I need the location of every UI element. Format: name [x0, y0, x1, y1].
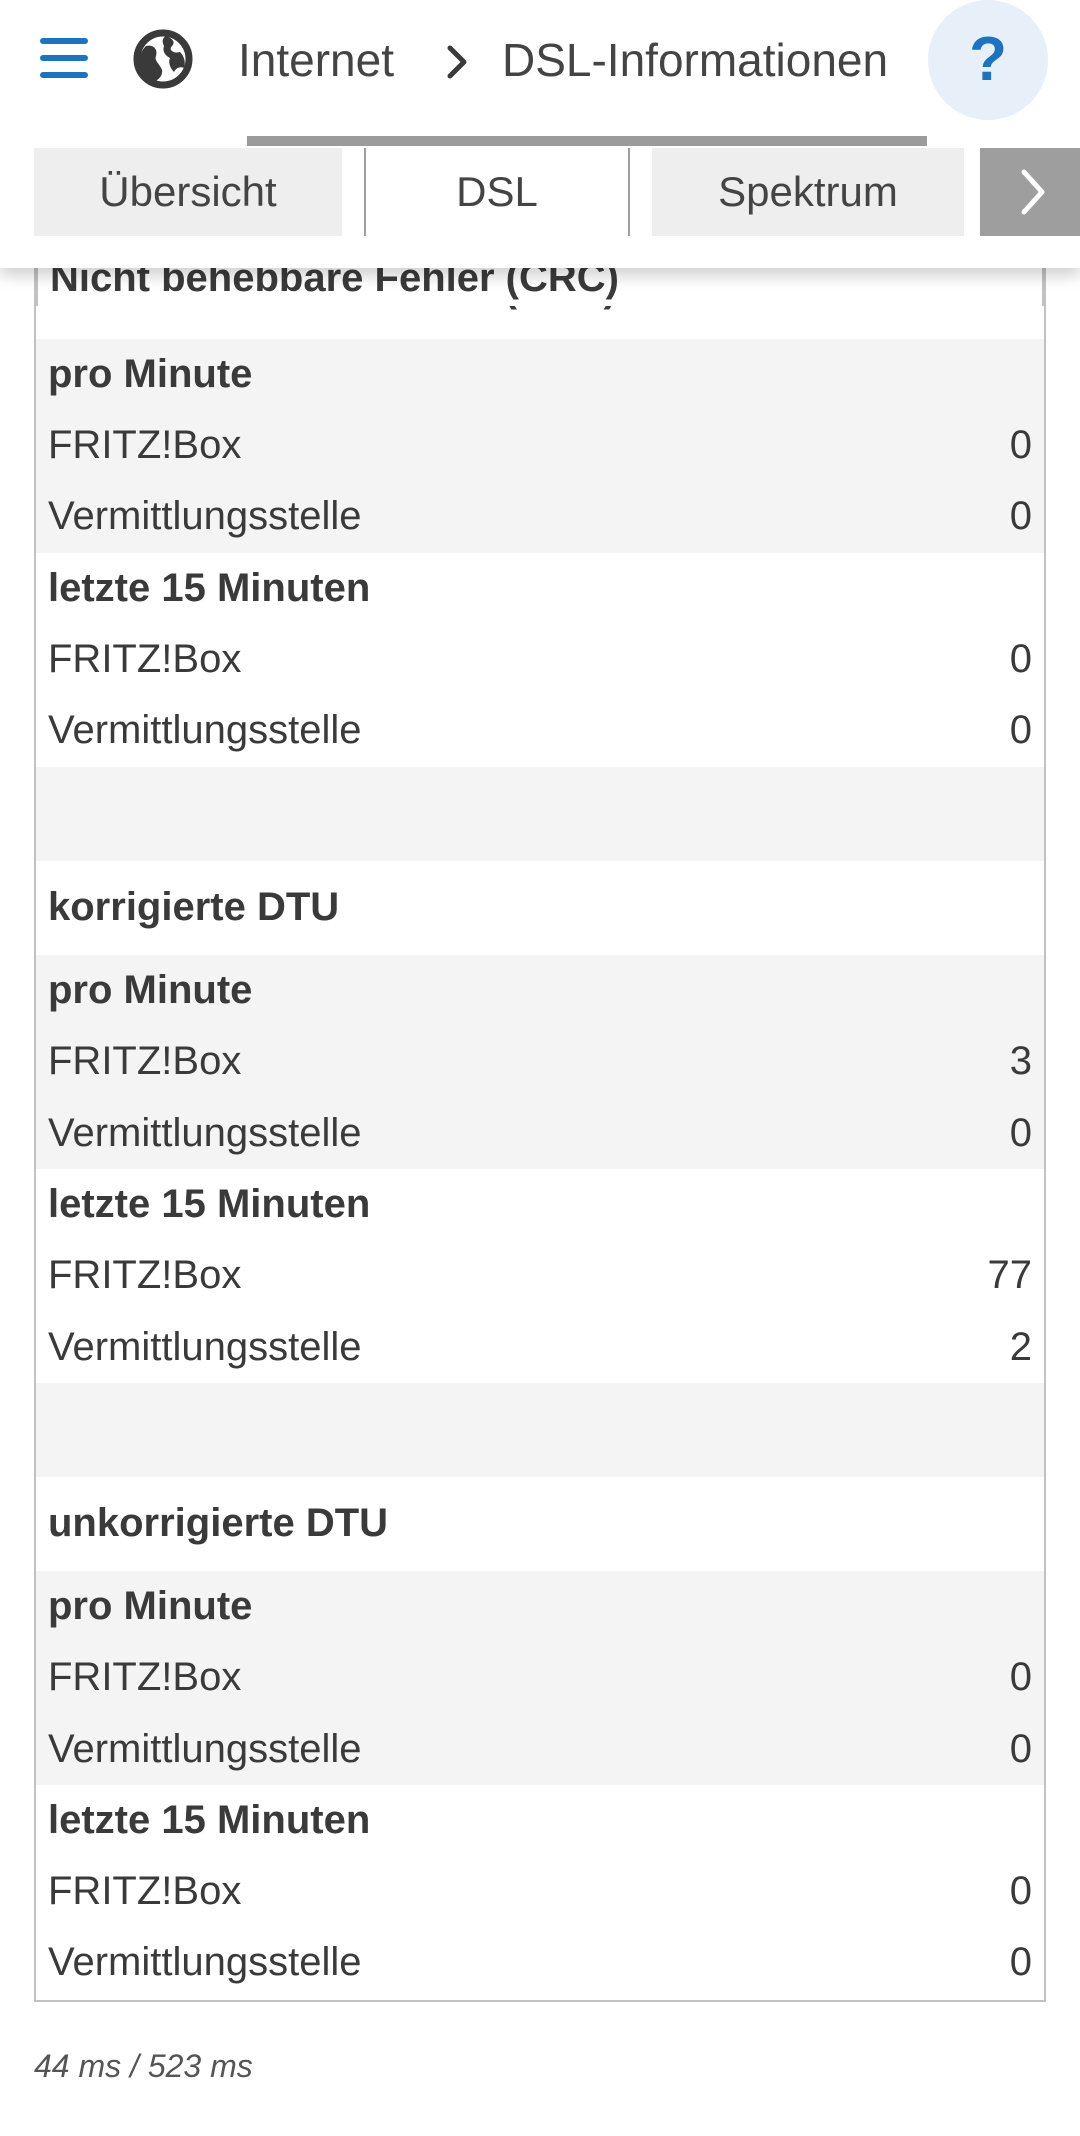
- table-row: letzte 15 Minuten: [36, 1785, 1044, 1856]
- row-label: FRITZ!Box: [48, 1869, 242, 1913]
- row-value: 0: [1009, 1940, 1032, 1984]
- spacer-row: [36, 1383, 1044, 1477]
- row-value: 0: [1009, 423, 1032, 467]
- row-heading: pro Minute: [48, 1584, 253, 1628]
- row-value: 0: [1009, 1727, 1032, 1771]
- row-group-uncorrected-per-minute: [36, 1571, 1044, 1785]
- row-value: 2: [1009, 1325, 1032, 1369]
- row-value: 0: [1009, 637, 1032, 681]
- row-value: 0: [1009, 1869, 1032, 1913]
- table-row: Vermittlungsstelle 0: [36, 1714, 1044, 1785]
- table-row: pro Minute: [36, 955, 1044, 1026]
- chevron-right-icon: [1021, 169, 1045, 215]
- dsl-error-table: Nicht behebbare Fehler (CRC) pro Minute …: [34, 150, 1046, 2002]
- globe-icon: [132, 28, 194, 90]
- row-heading: pro Minute: [48, 352, 253, 396]
- row-heading: letzte 15 Minuten: [48, 566, 371, 610]
- tab-scroll-indicator: [247, 136, 927, 146]
- tab-uebersicht[interactable]: Übersicht: [34, 148, 342, 236]
- row-heading: letzte 15 Minuten: [48, 1798, 371, 1842]
- breadcrumb-current: DSL-Informationen: [502, 34, 889, 86]
- row-heading: letzte 15 Minuten: [48, 1182, 371, 1226]
- row-label: Vermittlungsstelle: [48, 708, 362, 752]
- table-row: Vermittlungsstelle 2: [36, 1312, 1044, 1383]
- row-label: FRITZ!Box: [48, 1039, 242, 1083]
- table-row: FRITZ!Box 0: [36, 1856, 1044, 1927]
- row-value: 0: [1009, 708, 1032, 752]
- table-row: FRITZ!Box 0: [36, 1642, 1044, 1713]
- help-button[interactable]: ?: [928, 0, 1048, 120]
- row-value: 77: [987, 1253, 1033, 1297]
- table-row: letzte 15 Minuten: [36, 553, 1044, 624]
- row-label: Vermittlungsstelle: [48, 1325, 362, 1369]
- tab-spektrum[interactable]: Spektrum: [652, 148, 964, 236]
- row-group-crc-per-minute: [36, 339, 1044, 553]
- row-label: FRITZ!Box: [48, 1253, 242, 1297]
- table-row: Vermittlungsstelle 0: [36, 1927, 1044, 1998]
- spacer-row: [36, 767, 1044, 861]
- menu-icon-bar: [40, 38, 88, 44]
- table-row: FRITZ!Box 3: [36, 1026, 1044, 1097]
- row-label: Vermittlungsstelle: [48, 1940, 362, 1984]
- row-label: Vermittlungsstelle: [48, 1111, 362, 1155]
- menu-icon-bar: [40, 72, 88, 78]
- table-row: FRITZ!Box 0: [36, 410, 1044, 481]
- row-value: 0: [1009, 494, 1032, 538]
- menu-icon-bar: [40, 55, 88, 61]
- breadcrumb-root[interactable]: Internet: [238, 34, 394, 86]
- chevron-right-icon: [438, 40, 476, 84]
- table-row: Vermittlungsstelle 0: [36, 695, 1044, 766]
- row-group-corrected-per-minute: [36, 955, 1044, 1169]
- row-label: Vermittlungsstelle: [48, 494, 362, 538]
- menu-button[interactable]: [34, 30, 94, 86]
- section-title-corrected-dtu: korrigierte DTU: [36, 861, 1044, 953]
- table-row: FRITZ!Box 77: [36, 1240, 1044, 1311]
- section-title-uncorrected-dtu: unkorrigierte DTU: [36, 1477, 1044, 1569]
- row-heading: pro Minute: [48, 968, 253, 1012]
- row-label: FRITZ!Box: [48, 637, 242, 681]
- section-title: unkorrigierte DTU: [48, 1501, 389, 1545]
- table-row: pro Minute: [36, 1571, 1044, 1642]
- section-title: korrigierte DTU: [48, 885, 340, 929]
- row-label: FRITZ!Box: [48, 423, 242, 467]
- row-label: FRITZ!Box: [48, 1655, 242, 1699]
- row-value: 0: [1009, 1111, 1032, 1155]
- row-value: 3: [1009, 1039, 1032, 1083]
- table-row: Vermittlungsstelle 0: [36, 481, 1044, 552]
- table-row: pro Minute: [36, 339, 1044, 410]
- row-label: Vermittlungsstelle: [48, 1727, 362, 1771]
- table-row: letzte 15 Minuten: [36, 1169, 1044, 1240]
- table-row: FRITZ!Box 0: [36, 624, 1044, 695]
- tabs-next-button[interactable]: [980, 148, 1080, 236]
- page-timing: 44 ms / 523 ms: [34, 2048, 253, 2084]
- tab-dsl[interactable]: DSL: [364, 148, 630, 236]
- row-value: 0: [1009, 1655, 1032, 1699]
- app-header: Internet DSL-Informationen ? Übersicht D…: [0, 0, 1080, 268]
- table-row: Vermittlungsstelle 0: [36, 1098, 1044, 1169]
